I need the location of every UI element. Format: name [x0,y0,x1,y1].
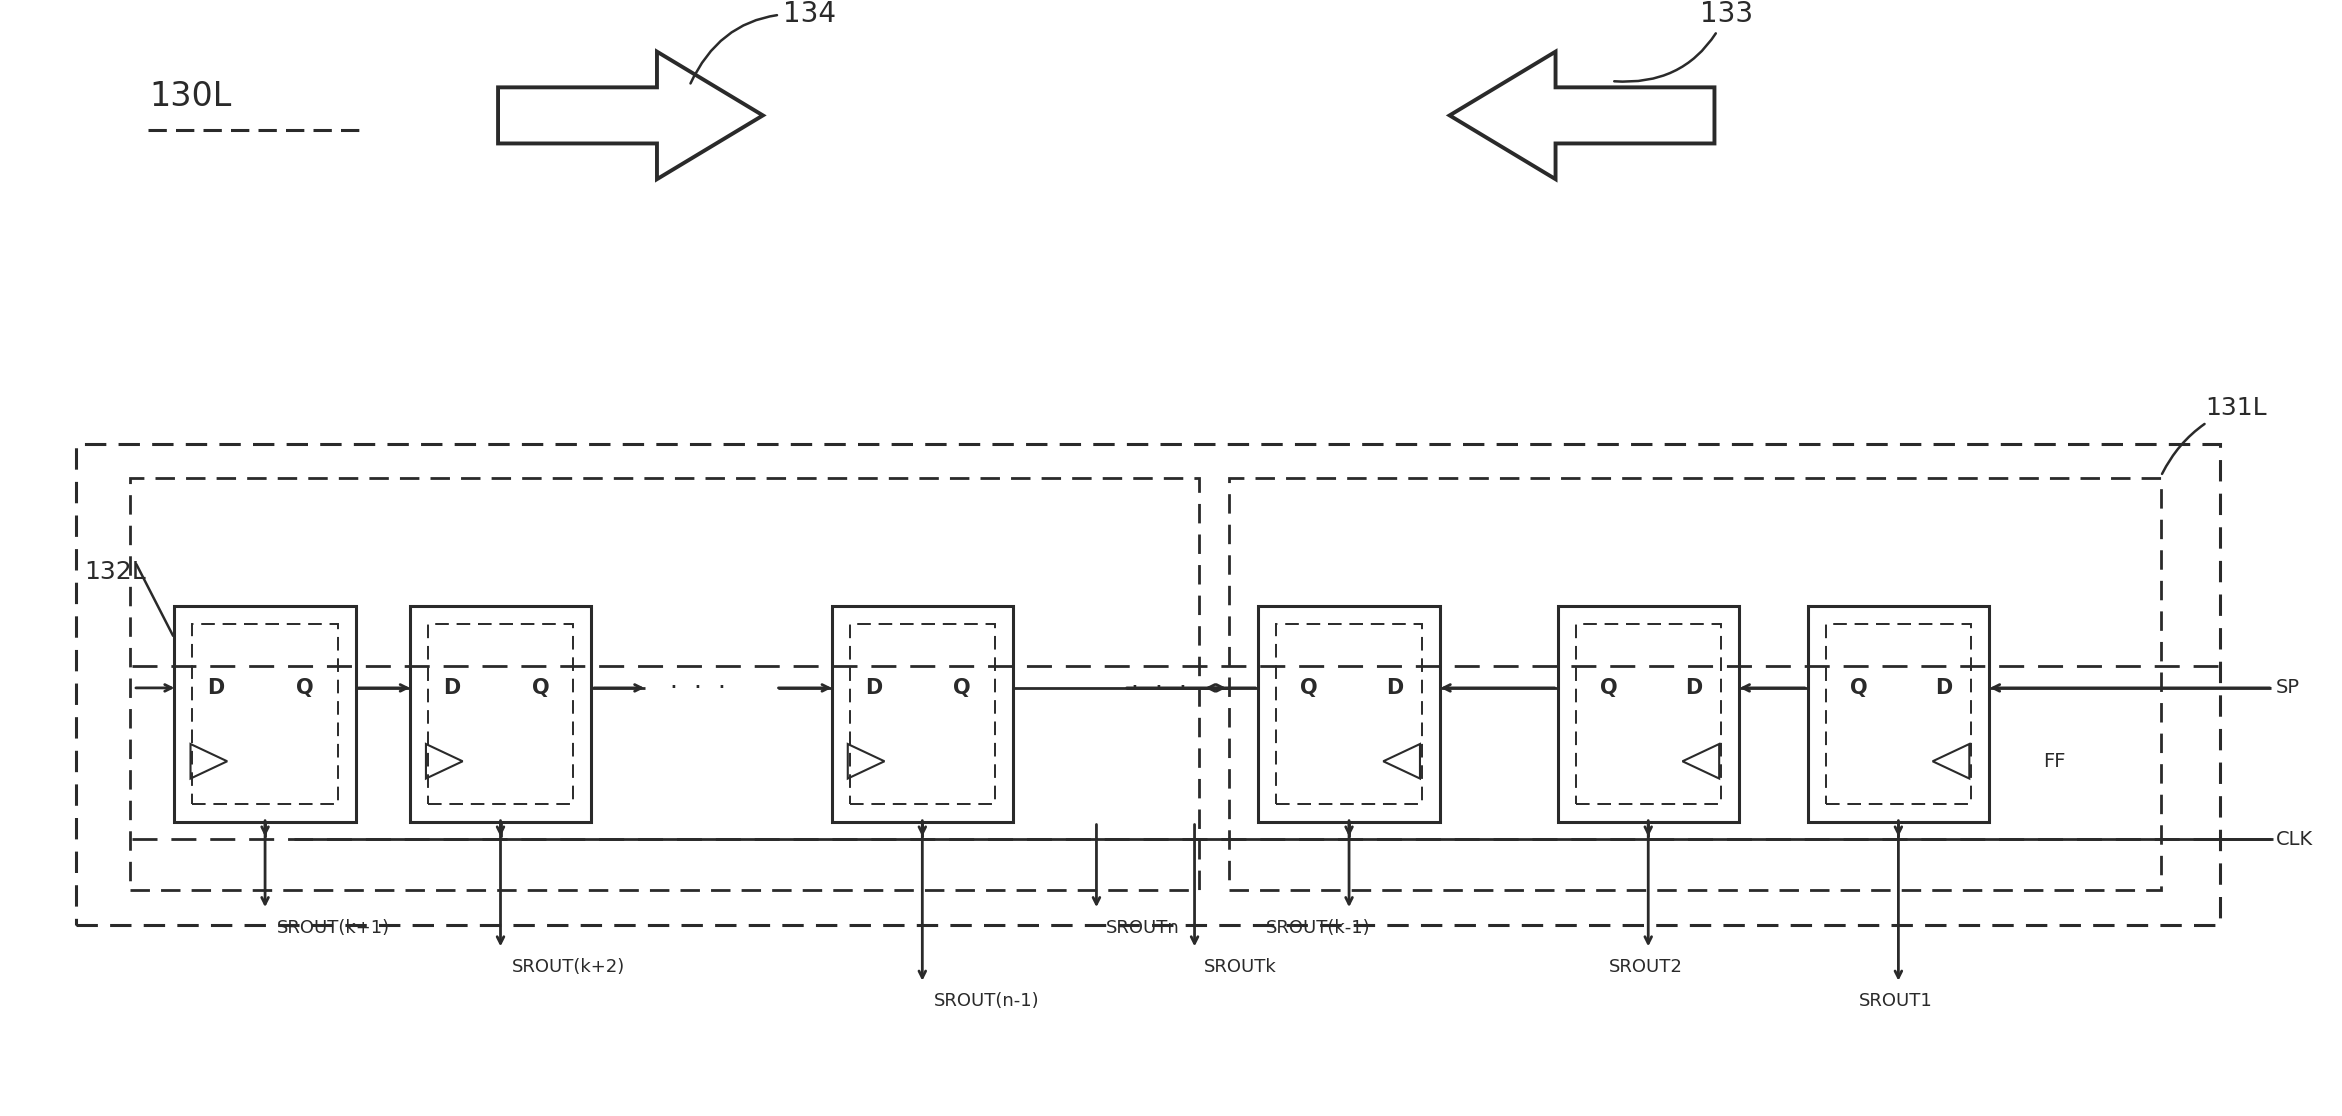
Text: 134: 134 [691,0,836,84]
Bar [1557,606,1740,821]
Text: FF: FF [2042,752,2066,771]
Text: SROUTk: SROUTk [1204,958,1276,975]
Bar [1808,606,1988,821]
Text: SROUT(k+1): SROUT(k+1) [276,918,391,936]
Text: Q: Q [1600,677,1616,698]
Polygon shape [1450,51,1714,180]
Bar [1258,606,1440,821]
Bar [1576,624,1721,804]
Text: D: D [443,677,459,698]
Text: D: D [1684,677,1703,698]
Text: 130L: 130L [150,79,232,113]
Text: 133: 133 [1614,0,1752,81]
Text: SROUT2: SROUT2 [1609,958,1684,975]
Text: D: D [1934,677,1953,698]
Text: ·  ·  ·: · · · [1131,676,1187,700]
Text: D: D [864,677,883,698]
Text: Q: Q [532,677,550,698]
Text: Q: Q [1300,677,1319,698]
Bar [429,624,574,804]
Text: D: D [208,677,225,698]
Text: Q: Q [953,677,972,698]
Bar [1827,624,1972,804]
Text: 131L: 131L [2162,395,2267,474]
Text: SROUTn: SROUTn [1105,918,1180,936]
Text: D: D [1386,677,1403,698]
Bar [850,624,995,804]
Text: Q: Q [295,677,314,698]
Text: SP: SP [2276,679,2300,698]
Text: SROUT(k+2): SROUT(k+2) [513,958,625,975]
Bar [131,479,1199,891]
Text: SROUT1: SROUT1 [1860,992,1932,1010]
Bar [77,444,2220,925]
Bar [410,606,590,821]
Polygon shape [499,51,763,180]
Bar [1276,624,1422,804]
Text: 132L: 132L [84,559,145,584]
Text: SROUT(k-1): SROUT(k-1) [1265,918,1370,936]
Bar [831,606,1014,821]
Bar [173,606,356,821]
Bar [1230,479,2162,891]
Text: ·  ·  ·: · · · [670,676,726,700]
Bar [192,624,337,804]
Text: Q: Q [1850,677,1867,698]
Text: CLK: CLK [2276,830,2312,849]
Text: SROUT(n-1): SROUT(n-1) [934,992,1040,1010]
